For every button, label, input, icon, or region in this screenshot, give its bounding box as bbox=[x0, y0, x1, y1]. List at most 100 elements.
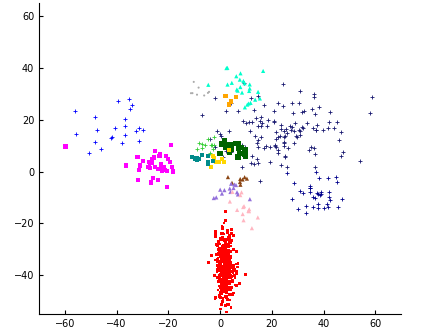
Point bbox=[246, 82, 253, 87]
Point bbox=[217, 133, 224, 139]
Point bbox=[211, 296, 218, 302]
Point bbox=[223, 261, 230, 266]
Point bbox=[224, 252, 231, 257]
Point bbox=[226, 149, 233, 155]
Point bbox=[148, 160, 155, 165]
Point bbox=[225, 267, 232, 273]
Point bbox=[223, 279, 230, 284]
Point bbox=[226, 278, 233, 284]
Point bbox=[222, 253, 229, 259]
Point bbox=[228, 80, 235, 86]
Point bbox=[275, 148, 282, 153]
Point bbox=[224, 259, 231, 264]
Point bbox=[146, 166, 153, 171]
Point bbox=[219, 257, 226, 262]
Point bbox=[220, 256, 227, 261]
Point bbox=[190, 79, 197, 85]
Point bbox=[222, 218, 229, 223]
Point bbox=[224, 274, 231, 279]
Point bbox=[312, 164, 319, 169]
Point bbox=[223, 244, 230, 249]
Point bbox=[147, 180, 154, 185]
Point bbox=[224, 256, 231, 261]
Point bbox=[226, 272, 233, 277]
Point bbox=[212, 294, 219, 300]
Point bbox=[366, 111, 373, 116]
Point bbox=[225, 259, 232, 265]
Point bbox=[218, 273, 225, 279]
Point bbox=[227, 275, 234, 280]
Point bbox=[223, 144, 230, 149]
Point bbox=[231, 276, 238, 281]
Point bbox=[156, 152, 163, 157]
Point bbox=[157, 161, 164, 167]
Point bbox=[114, 98, 121, 104]
Point bbox=[108, 134, 115, 139]
Point bbox=[167, 142, 174, 147]
Point bbox=[140, 127, 147, 133]
Point bbox=[230, 233, 237, 238]
Point bbox=[216, 241, 223, 247]
Point bbox=[227, 259, 233, 264]
Point bbox=[210, 157, 217, 162]
Point bbox=[220, 231, 227, 237]
Point bbox=[213, 242, 220, 247]
Point bbox=[218, 276, 225, 282]
Point bbox=[220, 250, 227, 255]
Point bbox=[192, 157, 199, 162]
Point bbox=[308, 144, 315, 149]
Point bbox=[251, 161, 258, 166]
Point bbox=[217, 281, 224, 286]
Point bbox=[323, 201, 330, 206]
Point bbox=[248, 153, 255, 159]
Point bbox=[256, 118, 263, 123]
Point bbox=[223, 284, 230, 290]
Point bbox=[281, 128, 288, 134]
Point bbox=[125, 97, 132, 102]
Point bbox=[217, 290, 224, 295]
Point bbox=[217, 255, 224, 260]
Point bbox=[216, 292, 223, 298]
Point bbox=[214, 269, 220, 274]
Point bbox=[223, 264, 230, 269]
Point bbox=[230, 268, 237, 273]
Point bbox=[233, 190, 240, 195]
Point bbox=[214, 256, 221, 261]
Point bbox=[219, 298, 226, 304]
Point bbox=[216, 279, 223, 284]
Point bbox=[296, 88, 303, 93]
Point bbox=[227, 249, 234, 254]
Point bbox=[286, 123, 293, 128]
Point bbox=[290, 129, 297, 134]
Point bbox=[231, 273, 238, 278]
Point bbox=[224, 281, 231, 286]
Point bbox=[284, 170, 291, 176]
Point bbox=[199, 152, 206, 157]
Point bbox=[225, 264, 232, 269]
Point bbox=[319, 127, 326, 133]
Point bbox=[220, 220, 227, 226]
Point bbox=[210, 158, 217, 164]
Point bbox=[300, 108, 307, 113]
Point bbox=[224, 266, 231, 271]
Point bbox=[220, 274, 227, 279]
Point bbox=[224, 290, 230, 295]
Point bbox=[216, 249, 223, 254]
Point bbox=[230, 290, 237, 296]
Point bbox=[224, 293, 230, 299]
Point bbox=[222, 282, 229, 287]
Point bbox=[221, 267, 228, 272]
Point bbox=[214, 257, 221, 262]
Point bbox=[225, 242, 232, 247]
Point bbox=[276, 133, 283, 139]
Point bbox=[217, 306, 224, 311]
Point bbox=[222, 258, 229, 263]
Point bbox=[226, 265, 233, 271]
Point bbox=[62, 144, 69, 149]
Point bbox=[235, 146, 242, 151]
Point bbox=[224, 288, 230, 293]
Point bbox=[240, 78, 247, 84]
Point bbox=[224, 254, 230, 260]
Point bbox=[222, 264, 229, 269]
Point bbox=[242, 154, 249, 159]
